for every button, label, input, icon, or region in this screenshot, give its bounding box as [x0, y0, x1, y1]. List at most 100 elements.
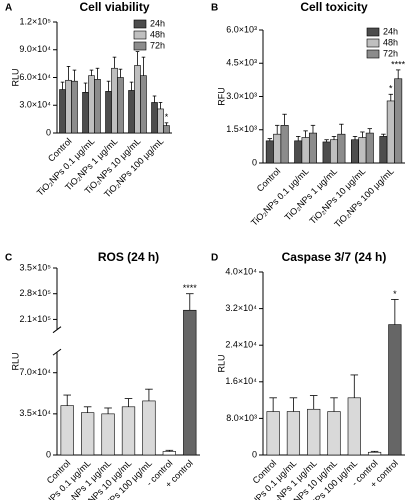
legend-label: 48h [383, 37, 398, 47]
bar [101, 413, 115, 456]
bar [142, 400, 156, 456]
legend-swatch [366, 49, 380, 59]
bar [94, 79, 101, 134]
bar [71, 80, 78, 134]
bar [183, 309, 197, 456]
bar [121, 406, 136, 456]
significance-mark: * [393, 289, 397, 299]
legend-label: 24h [383, 26, 398, 36]
bar [88, 75, 95, 134]
bar [111, 67, 118, 134]
y-tick-label: 9.0×10⁴ [19, 44, 51, 54]
legend-swatch [133, 30, 147, 40]
bar [117, 77, 124, 134]
bar [81, 412, 95, 456]
y-tick-label: 8.0×10³ [226, 413, 257, 423]
bar [379, 136, 388, 164]
panel-label: B [211, 3, 218, 14]
chart-title: Cell toxicity [300, 0, 368, 14]
y-tick-label: 3.5×10⁴ [19, 408, 51, 418]
panel-label: C [5, 253, 12, 264]
y-tick-label: 1.6×10⁴ [225, 376, 257, 386]
y-axis-label: RLU [10, 68, 20, 86]
bar [347, 397, 361, 456]
bar [128, 90, 135, 134]
panel-label: A [5, 3, 12, 14]
y-tick-label: 2.1×10⁵ [19, 314, 51, 324]
y-tick-label: 0 [46, 127, 51, 137]
bar [59, 89, 66, 134]
bar [388, 324, 402, 456]
bar [394, 78, 403, 164]
significance-mark: **** [183, 283, 198, 293]
bar [358, 137, 367, 164]
bar [307, 408, 321, 456]
bar [265, 140, 274, 164]
bar [322, 141, 331, 164]
legend-label: 72h [150, 40, 165, 50]
x-tick-label: Control [255, 166, 283, 194]
bar [162, 451, 176, 456]
y-tick-label: 0 [252, 449, 257, 459]
bar [151, 102, 158, 134]
y-axis-label: RFU [216, 87, 226, 106]
y-tick-label: 0 [46, 449, 51, 459]
bar [367, 451, 382, 456]
bar [134, 65, 141, 134]
y-tick-label: 2.4×10⁴ [225, 340, 257, 350]
legend-swatch [133, 19, 147, 29]
legend-swatch [366, 38, 380, 48]
bar [105, 91, 112, 134]
significance-mark: **** [391, 59, 406, 69]
bar [140, 75, 147, 134]
bar [60, 405, 74, 456]
y-tick-label: 1.2×10⁵ [19, 16, 51, 26]
bar [337, 133, 346, 164]
y-tick-label: 3.0×10⁴ [19, 100, 51, 110]
bar [327, 411, 341, 456]
axis-break [52, 348, 62, 356]
legend-swatch [133, 41, 147, 51]
significance-mark: * [165, 112, 169, 122]
bar [330, 139, 338, 164]
legend-label: 48h [150, 29, 165, 39]
y-tick-label: 2.8×10⁵ [19, 288, 51, 298]
legend-label: 72h [383, 48, 398, 58]
axis-break [52, 326, 62, 334]
significance-mark: * [389, 84, 393, 94]
chart-title: Caspase 3/7 (24 h) [282, 250, 387, 264]
bar [308, 132, 317, 164]
legend-swatch [366, 27, 380, 37]
y-tick-label: 4.0×10⁴ [225, 266, 257, 276]
bar [266, 411, 280, 456]
bar [82, 92, 89, 134]
chart-title: Cell viability [79, 0, 149, 14]
y-axis-label: RLU [216, 354, 226, 372]
bar [280, 125, 289, 164]
bar [286, 411, 301, 456]
panel-label: D [211, 253, 218, 264]
legend-label: 24h [150, 18, 165, 28]
y-tick-label: 7.0×10⁴ [19, 367, 51, 377]
bar [301, 137, 310, 164]
bar [163, 125, 170, 134]
y-tick-label: 0 [252, 157, 257, 167]
bar [351, 139, 360, 164]
y-tick-label: 1.5×10³ [226, 124, 257, 134]
x-tick-label: TiO₂NPs 1 μg/mL [283, 166, 339, 222]
y-tick-label: 6.0×10³ [226, 24, 257, 34]
bar [365, 132, 374, 164]
bar [386, 100, 395, 164]
y-tick-label: 3.2×10⁴ [225, 303, 257, 313]
bar [294, 140, 303, 164]
y-tick-label: 3.0×10³ [226, 91, 257, 101]
y-tick-label: 4.5×10³ [226, 58, 257, 68]
y-tick-label: 3.5×10⁵ [19, 262, 51, 272]
bar [157, 108, 164, 134]
y-tick-label: 6.0×10⁴ [19, 72, 51, 82]
y-axis-label: RLU [10, 352, 20, 370]
bar [65, 79, 72, 134]
chart-title: ROS (24 h) [98, 250, 159, 264]
bar [273, 133, 282, 164]
